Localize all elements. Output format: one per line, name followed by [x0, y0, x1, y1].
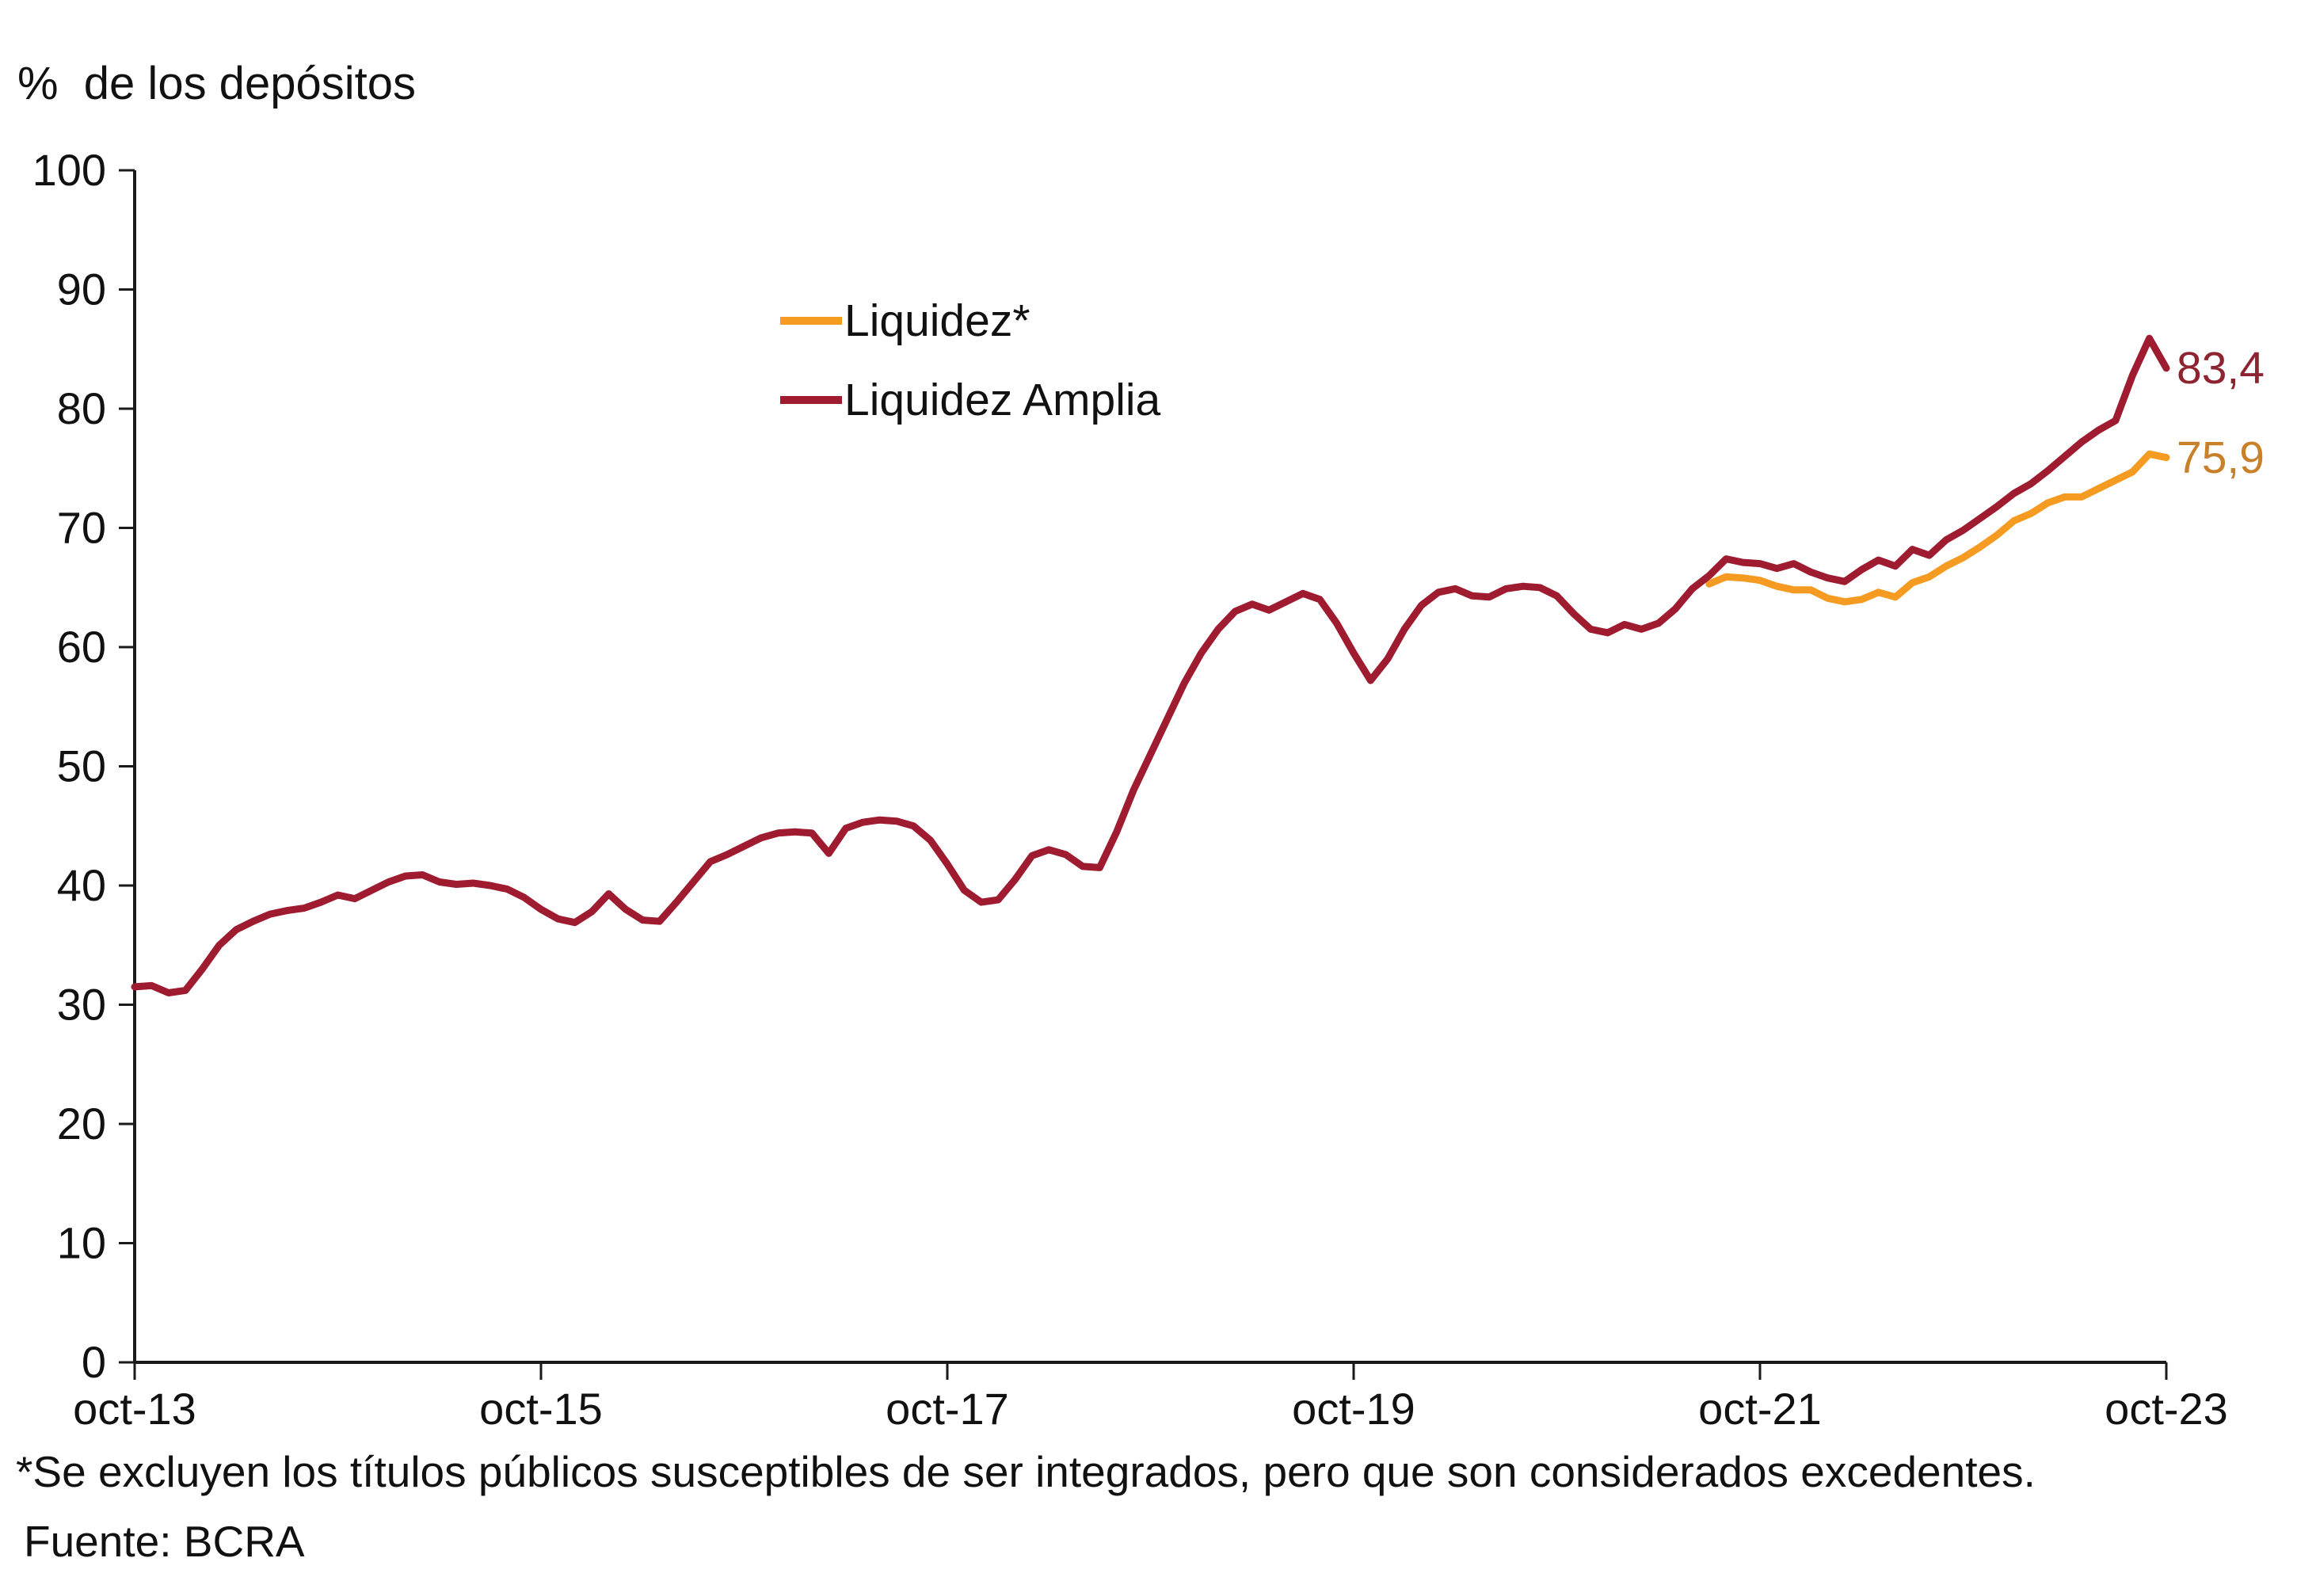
- footnote: *Se excluyen los títulos públicos suscep…: [16, 1447, 2036, 1496]
- x-axis-tick-label: oct-21: [1698, 1384, 1822, 1434]
- x-axis-tick-label: oct-13: [73, 1384, 196, 1434]
- end-label-liquidez: 75,9: [2177, 432, 2265, 483]
- y-axis-tick-label: 90: [57, 265, 106, 314]
- legend-item-liquidez: Liquidez*: [780, 295, 1160, 347]
- y-axis-tick-label: 80: [57, 383, 106, 433]
- legend-swatch-liquidez-amplia: [780, 396, 842, 404]
- series-line-liquidez-amplia: [131, 334, 2170, 996]
- series-line-liquidez: [1705, 450, 2170, 606]
- y-axis-tick-label: 50: [57, 741, 106, 791]
- legend-item-liquidez-amplia: Liquidez Amplia: [780, 374, 1160, 426]
- y-axis-tick-label: 60: [57, 622, 106, 672]
- source-label: Fuente: BCRA: [24, 1517, 305, 1566]
- legend-label-liquidez: Liquidez*: [844, 295, 1030, 346]
- legend-label-liquidez-amplia: Liquidez Amplia: [844, 375, 1161, 425]
- legend-swatch-liquidez: [780, 317, 842, 325]
- x-axis-tick-label: oct-17: [886, 1384, 1009, 1434]
- y-axis-tick-label: 40: [57, 860, 106, 910]
- y-axis-title: % de los depósitos: [17, 58, 416, 109]
- legend: Liquidez* Liquidez Amplia: [780, 295, 1160, 426]
- x-axis-tick-label: oct-19: [1292, 1384, 1415, 1434]
- y-axis-tick-label: 70: [57, 503, 106, 553]
- y-axis-tick-label: 10: [57, 1218, 106, 1268]
- y-axis-tick-label: 30: [57, 980, 106, 1030]
- x-axis-tick-label: oct-23: [2105, 1384, 2228, 1434]
- y-axis-tick-label: 0: [82, 1337, 106, 1387]
- y-axis-tick-label: 100: [32, 145, 106, 195]
- end-label-liquidez-amplia: 83,4: [2177, 342, 2265, 394]
- y-axis-tick-label: 20: [57, 1099, 106, 1148]
- x-axis-tick-label: oct-15: [479, 1384, 603, 1434]
